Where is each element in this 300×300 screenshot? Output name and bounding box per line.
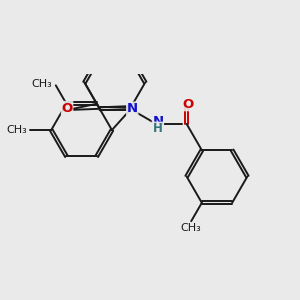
Text: CH₃: CH₃ [180,223,201,233]
Text: N: N [152,115,164,128]
Text: O: O [183,98,194,111]
Text: CH₃: CH₃ [32,79,52,89]
Text: CH₃: CH₃ [6,125,27,135]
Text: H: H [153,122,163,135]
Text: O: O [61,102,73,115]
Text: N: N [127,102,138,115]
